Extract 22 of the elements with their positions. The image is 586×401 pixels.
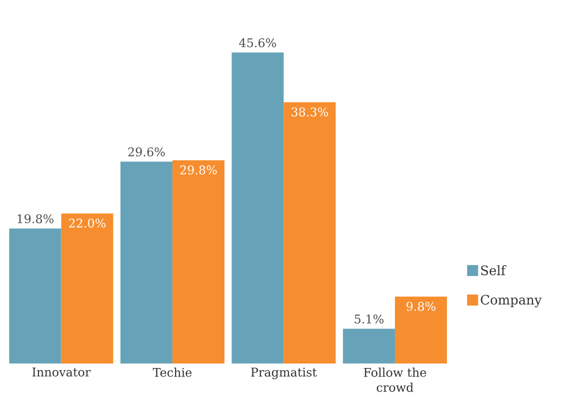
data-label: 5.1%	[354, 314, 384, 324]
legend-label: Company	[480, 294, 542, 308]
data-label: 9.8%	[406, 302, 436, 311]
data-label: 38.3%	[292, 107, 328, 117]
x-tick-label: Pragmatist	[251, 368, 317, 380]
x-tick-label: Innovator	[32, 368, 91, 377]
bar	[120, 162, 172, 364]
bar	[172, 160, 224, 364]
bar	[284, 102, 336, 364]
data-label: 29.8%	[180, 165, 217, 174]
data-label: 19.8%	[18, 214, 54, 224]
bar	[394, 296, 447, 364]
legend-label: Self	[481, 265, 506, 276]
bar	[342, 328, 395, 364]
data-label: 45.6%	[239, 38, 276, 48]
bar	[9, 228, 62, 364]
x-tick-label: Techie	[152, 368, 192, 377]
x-tick-label: Follow the crowd	[364, 368, 426, 392]
bar	[232, 52, 284, 364]
bar	[61, 213, 114, 364]
data-label: 29.6%	[128, 147, 165, 156]
data-label: 22.0%	[69, 218, 106, 228]
